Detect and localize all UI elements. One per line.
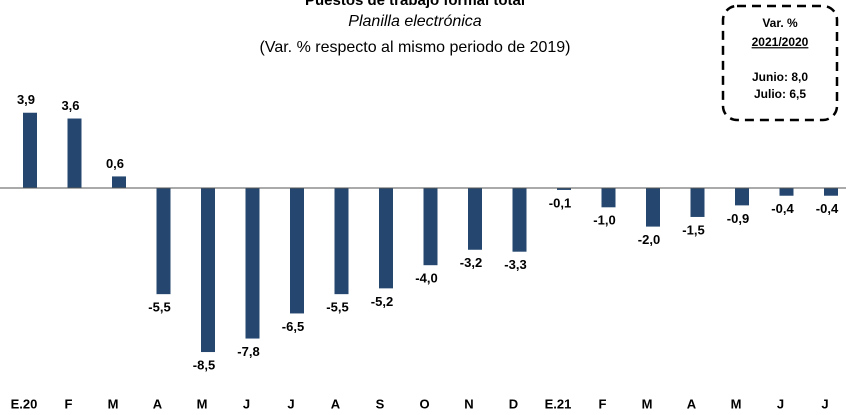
bar: [112, 176, 126, 188]
value-label: -0,9: [727, 211, 749, 226]
value-label: -4,0: [415, 271, 437, 286]
chart-subtitle: Planilla electrónica: [348, 13, 482, 30]
chart-title: Puestos de trabajo formal total: [305, 0, 525, 9]
x-tick-label: O: [419, 396, 429, 411]
value-label: 3,6: [61, 98, 79, 113]
x-tick-label: N: [464, 396, 473, 411]
bar: [824, 188, 838, 196]
bar: [201, 188, 215, 353]
x-tick-label: F: [65, 396, 73, 411]
annotation-period: 2021/2020: [752, 35, 809, 49]
bar: [557, 188, 571, 190]
bar: [735, 188, 749, 206]
value-label: 0,6: [106, 156, 124, 171]
value-label: -7,8: [237, 344, 259, 359]
value-label: -0,4: [816, 201, 839, 216]
value-label: -3,3: [504, 257, 526, 272]
x-tick-label: E.21: [545, 396, 572, 411]
bar: [67, 118, 82, 188]
bar: [779, 188, 794, 196]
annotation-line: Julio: 6,5: [754, 87, 806, 101]
value-label: -0,1: [549, 195, 571, 210]
value-label: -5,5: [148, 300, 170, 315]
x-tick-label: S: [376, 396, 385, 411]
annotation-box: [721, 4, 839, 122]
value-label: -5,5: [326, 300, 348, 315]
value-label: -1,0: [593, 213, 615, 228]
x-tick-label: A: [153, 396, 163, 411]
x-tick-label: A: [331, 396, 341, 411]
annotation-line: Junio: 8,0: [752, 70, 808, 84]
bar: [468, 188, 482, 250]
bar: [690, 188, 705, 217]
x-tick-label: D: [509, 396, 518, 411]
value-label: -0,4: [771, 201, 794, 216]
x-tick-label: A: [687, 396, 697, 411]
bar: [156, 188, 171, 295]
x-tick-label: E.20: [11, 396, 38, 411]
annotation-title: Var. %: [762, 16, 798, 30]
bar: [423, 188, 438, 266]
x-tick-label: J: [821, 396, 828, 411]
bar: [601, 188, 616, 208]
bar: [334, 188, 349, 295]
value-label: -5,2: [371, 294, 393, 309]
bar: [23, 112, 37, 188]
chart-subtitle: (Var. % respecto al mismo periodo de 201…: [260, 39, 571, 56]
bar: [379, 188, 393, 289]
x-tick-label: M: [108, 396, 119, 411]
value-label: -2,0: [638, 232, 660, 247]
x-tick-label: M: [197, 396, 208, 411]
value-label: -8,5: [193, 357, 215, 372]
value-label: 3,9: [17, 92, 35, 107]
bar: [290, 188, 304, 314]
x-tick-label: M: [642, 396, 653, 411]
value-label: -1,5: [682, 222, 704, 237]
value-label: -3,2: [460, 255, 482, 270]
x-tick-label: M: [731, 396, 742, 411]
x-tick-label: J: [243, 396, 250, 411]
value-label: -6,5: [282, 319, 304, 334]
bar: [512, 188, 527, 252]
bar: [646, 188, 660, 227]
x-tick-label: J: [777, 396, 784, 411]
x-tick-label: F: [599, 396, 607, 411]
bar: [245, 188, 260, 339]
x-tick-label: J: [287, 396, 294, 411]
